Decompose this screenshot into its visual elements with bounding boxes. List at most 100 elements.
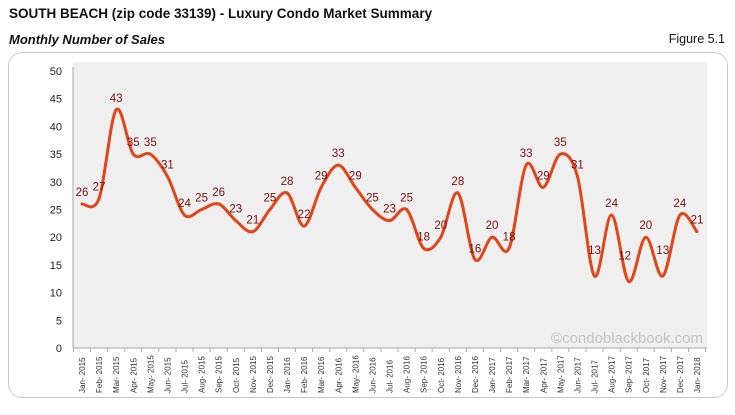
x-tick-label: Feb- 2017: [505, 356, 514, 393]
x-tick-label: Aug- 2015: [198, 356, 207, 393]
data-point: [439, 235, 443, 239]
x-tick-label: Nov- 2015: [249, 356, 258, 393]
x-tick-label: Oct- 2016: [437, 357, 446, 393]
y-tick-label: 50: [50, 66, 62, 78]
x-tick-label: Sep- 2015: [215, 356, 224, 393]
y-tick-label: 15: [50, 260, 62, 272]
chart-subtitle: Monthly Number of Sales: [9, 32, 166, 47]
y-tick-label: 35: [50, 149, 62, 161]
data-point: [541, 185, 545, 189]
x-tick-label: May- 2015: [146, 355, 155, 393]
y-tick-label: 45: [50, 94, 62, 106]
data-point: [661, 274, 665, 278]
x-tick-label: Oct- 2015: [232, 357, 241, 393]
data-label: 26: [212, 187, 225, 199]
data-point: [558, 152, 562, 156]
chart-title: SOUTH BEACH (zip code 33139) - Luxury Co…: [9, 6, 433, 21]
x-tick-label: Jun- 2017: [573, 357, 582, 393]
data-label: 31: [161, 159, 174, 171]
data-point: [370, 208, 374, 211]
x-tick-label: Aug- 2017: [608, 356, 617, 393]
data-label: 24: [674, 198, 687, 210]
data-point: [285, 191, 289, 195]
data-label: 12: [618, 251, 631, 263]
watermark: ©condoblackbook.com: [551, 330, 703, 347]
data-point: [302, 224, 306, 228]
x-tick-label: Jun- 2016: [368, 357, 377, 393]
x-tick-label: Jul- 2017: [591, 360, 600, 393]
data-label: 25: [400, 193, 413, 205]
x-tick-label: Jan- 2016: [283, 357, 292, 393]
data-label: 28: [281, 176, 294, 188]
data-label: 28: [451, 176, 464, 188]
x-tick-label: Jul- 2016: [386, 360, 395, 393]
data-label: 13: [588, 245, 601, 257]
chart-card: [8, 52, 728, 398]
data-label: 33: [332, 148, 345, 160]
data-point: [97, 196, 101, 200]
y-tick-label: 30: [50, 177, 62, 189]
data-label: 20: [434, 220, 447, 232]
data-point: [148, 152, 152, 156]
data-label: 13: [656, 245, 669, 257]
y-tick-label: 10: [50, 288, 62, 300]
x-tick-label: Apr- 2016: [334, 357, 343, 393]
data-label: 35: [554, 137, 567, 149]
data-point: [319, 185, 323, 189]
data-point: [473, 257, 477, 261]
data-point: [422, 246, 426, 250]
x-tick-label: Nov- 2017: [659, 356, 668, 393]
data-label: 35: [144, 137, 157, 149]
data-point: [524, 163, 528, 167]
x-tick-label: May- 2017: [556, 355, 565, 393]
data-point: [610, 213, 614, 217]
data-point: [593, 274, 596, 278]
data-label: 21: [691, 215, 704, 227]
y-tick-label: 5: [56, 315, 62, 327]
data-label: 22: [298, 209, 311, 221]
data-point: [251, 230, 255, 234]
data-point: [456, 191, 460, 195]
data-point: [353, 185, 357, 189]
data-label: 25: [264, 193, 277, 205]
data-point: [405, 208, 409, 211]
x-tick-label: May- 2016: [351, 355, 360, 393]
data-label: 33: [520, 148, 533, 160]
data-label: 35: [127, 137, 140, 149]
x-tick-label: Dec- 2015: [266, 356, 275, 393]
x-tick-label: Jan- 2015: [78, 357, 87, 393]
data-point: [575, 174, 579, 178]
x-tick-label: Feb- 2016: [300, 356, 309, 393]
x-tick-label: Jan- 2017: [488, 357, 497, 393]
data-label: 20: [639, 220, 652, 232]
x-tick-label: Aug- 2016: [403, 356, 412, 393]
data-label: 27: [93, 181, 106, 193]
data-point: [234, 219, 238, 223]
data-point: [490, 235, 494, 239]
data-label: 29: [349, 170, 362, 182]
y-tick-label: 40: [50, 121, 62, 133]
data-label: 26: [76, 187, 89, 199]
x-tick-label: Oct- 2017: [642, 357, 651, 393]
data-label: 18: [503, 231, 516, 243]
figure-number: Figure 5.1: [668, 32, 725, 46]
data-point: [183, 213, 186, 217]
data-point: [165, 174, 169, 178]
data-point: [695, 230, 699, 234]
x-tick-label: Jun- 2015: [163, 357, 172, 393]
x-tick-label: Mar- 2017: [522, 356, 531, 393]
data-point: [336, 163, 340, 167]
x-tick-label: Apr- 2015: [129, 357, 138, 393]
x-tick-label: Sep- 2017: [625, 356, 634, 393]
y-tick-label: 0: [56, 343, 62, 355]
x-tick-label: Jan- 2018: [693, 357, 702, 393]
data-label: 21: [246, 215, 259, 227]
x-tick-label: Mar- 2016: [317, 356, 326, 393]
x-tick-label: Jul- 2015: [181, 360, 190, 393]
x-tick-label: Feb- 2015: [95, 356, 104, 393]
data-label: 18: [417, 231, 430, 243]
data-point: [80, 202, 84, 206]
data-point: [200, 208, 204, 211]
x-tick-label: Nov- 2016: [454, 356, 463, 393]
